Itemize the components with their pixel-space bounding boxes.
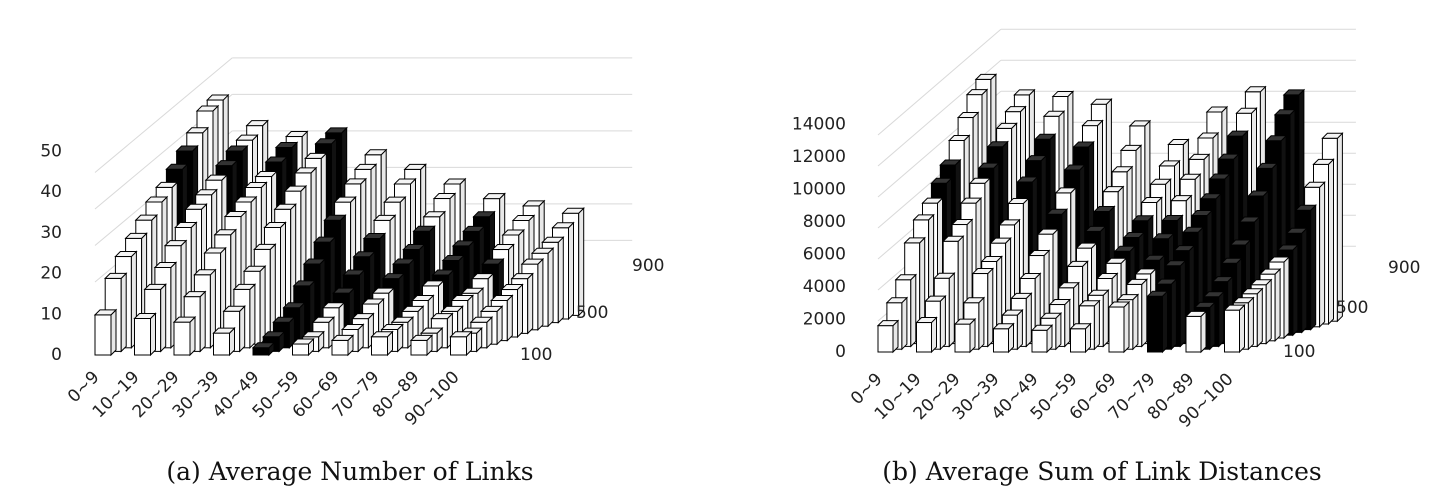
depth-label-900: 900 <box>1388 258 1420 278</box>
bar-r0-c4 <box>1030 324 1054 354</box>
z-tick-label: 10000 <box>792 180 846 200</box>
z-axis-ticks: 0 2000 4000 6000 8000 10000 12000 14000 <box>792 115 846 363</box>
bar-r0-c2 <box>953 317 977 354</box>
z-tick-label: 10 <box>40 304 62 324</box>
z-tick-label: 20 <box>40 264 62 284</box>
depth-labels: 100 500 900 <box>1283 258 1420 362</box>
gridline-wall <box>877 28 1002 136</box>
chart-average-number-of-links: 0 10 20 30 40 50 0~910~1920~2930~3940~4950~596… <box>40 57 664 430</box>
bar-r0-c7 <box>370 330 394 357</box>
bar-r0-c6 <box>330 334 355 357</box>
caption-chart-b: (b) Average Sum of Link Distances <box>882 457 1322 486</box>
chart-average-sum-of-link-distances: 0 2000 4000 6000 8000 10000 12000 14000 0~910~19… <box>792 28 1420 432</box>
bar-r0-c5 <box>291 337 315 357</box>
bar-r0-c6 <box>1107 300 1131 354</box>
gridline-wall <box>94 57 233 173</box>
bars <box>93 93 585 357</box>
bar-r0-c5 <box>1069 322 1092 354</box>
z-tick-label: 2000 <box>803 310 846 330</box>
z-tick-label: 40 <box>40 182 62 202</box>
bar-r0-c8 <box>409 334 434 357</box>
caption-chart-a: (a) Average Number of Links <box>166 457 533 486</box>
depth-label-500: 500 <box>1336 298 1368 318</box>
z-tick-label: 6000 <box>803 245 846 265</box>
z-tick-label: 0 <box>835 342 846 362</box>
bar-r0-c1 <box>915 316 938 354</box>
z-tick-label: 8000 <box>803 212 846 232</box>
bar-r0-c3 <box>992 322 1015 354</box>
z-axis-ticks: 0 10 20 30 40 50 <box>40 142 62 366</box>
z-tick-label: 4000 <box>803 277 846 297</box>
depth-label-500: 500 <box>576 303 608 323</box>
bar-r0-c0 <box>876 319 900 354</box>
bar-r0-c8 <box>1184 310 1208 354</box>
bar-r0-c9 <box>449 330 473 357</box>
category-labels: 0~910~1920~2930~3940~4950~5960~6970~7980… <box>847 369 1238 431</box>
bar-r0-c2 <box>172 315 197 357</box>
z-tick-label: 12000 <box>792 147 846 167</box>
z-tick-label: 50 <box>40 142 62 162</box>
bar-r0-c0 <box>93 308 118 357</box>
bars <box>876 73 1344 354</box>
depth-label-100: 100 <box>520 345 552 365</box>
z-tick-label: 0 <box>51 345 62 365</box>
z-tick-label: 14000 <box>792 115 846 135</box>
bar-r0-c9 <box>1223 303 1246 354</box>
bar-r0-c1 <box>133 312 157 357</box>
depth-label-900: 900 <box>632 256 664 276</box>
bar-r0-c4 <box>251 341 276 357</box>
category-labels: 0~910~1920~2930~3940~4950~5960~6970~7980… <box>64 367 464 429</box>
z-tick-label: 30 <box>40 223 62 243</box>
depth-label-100: 100 <box>1283 342 1315 362</box>
depth-labels: 100 500 900 <box>520 256 664 365</box>
bar-r0-c7 <box>1146 289 1169 354</box>
bar-r0-c3 <box>212 326 236 357</box>
